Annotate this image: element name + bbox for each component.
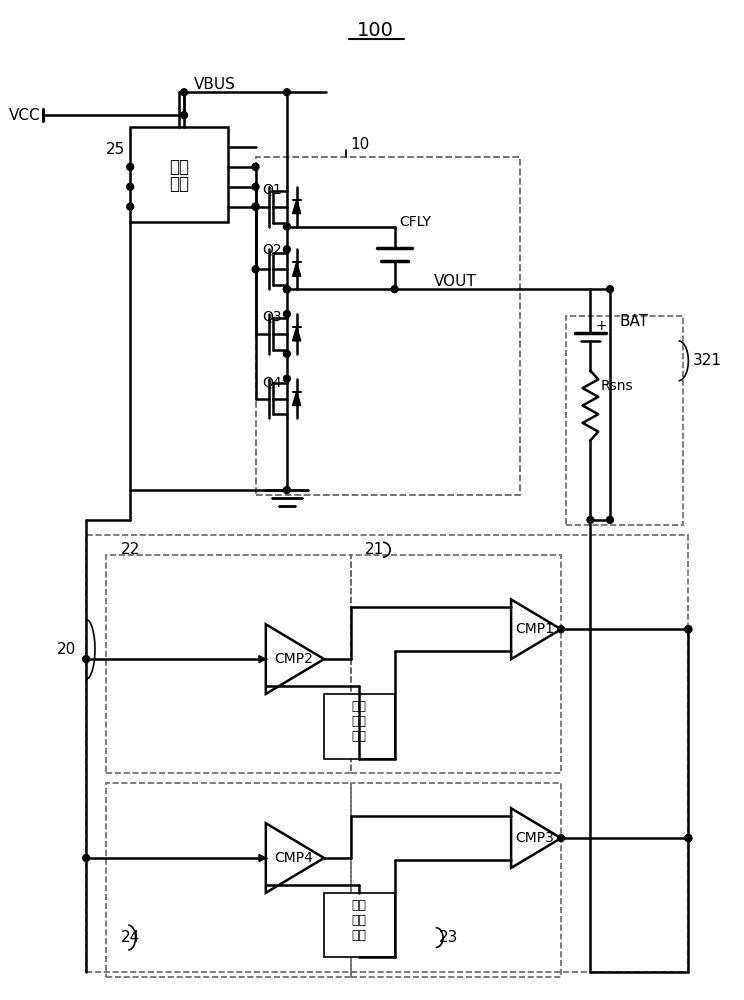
Circle shape bbox=[283, 223, 290, 230]
Text: CMP2: CMP2 bbox=[275, 652, 313, 666]
Circle shape bbox=[606, 286, 614, 293]
Bar bbox=[566, 316, 684, 525]
Bar bbox=[324, 694, 394, 759]
Text: CMP1: CMP1 bbox=[516, 622, 554, 636]
Text: Rsns: Rsns bbox=[600, 379, 633, 393]
Circle shape bbox=[685, 626, 692, 633]
Circle shape bbox=[283, 286, 290, 293]
Text: 24: 24 bbox=[121, 930, 140, 945]
Text: BAT: BAT bbox=[620, 314, 649, 328]
Text: Q3: Q3 bbox=[263, 309, 282, 323]
Circle shape bbox=[126, 163, 134, 170]
Text: 23: 23 bbox=[439, 930, 458, 945]
Text: 20: 20 bbox=[57, 642, 77, 657]
Polygon shape bbox=[292, 262, 301, 276]
Circle shape bbox=[283, 89, 290, 96]
Circle shape bbox=[557, 626, 565, 633]
Text: 21: 21 bbox=[365, 542, 385, 557]
Text: CFLY: CFLY bbox=[400, 215, 432, 229]
Polygon shape bbox=[292, 392, 301, 406]
Circle shape bbox=[283, 375, 290, 382]
Text: VCC: VCC bbox=[8, 108, 40, 123]
Text: 基准: 基准 bbox=[352, 715, 367, 728]
Circle shape bbox=[685, 835, 692, 842]
Text: 单元: 单元 bbox=[169, 175, 189, 193]
Circle shape bbox=[252, 203, 259, 210]
Text: 10: 10 bbox=[350, 137, 370, 152]
Circle shape bbox=[283, 311, 290, 318]
Text: VOUT: VOUT bbox=[434, 274, 476, 289]
Bar bbox=[350, 783, 561, 977]
Polygon shape bbox=[292, 327, 301, 341]
Circle shape bbox=[391, 286, 398, 293]
Text: 25: 25 bbox=[106, 142, 125, 157]
Text: 第二: 第二 bbox=[352, 899, 367, 912]
Bar bbox=[86, 535, 688, 972]
Circle shape bbox=[83, 656, 89, 663]
Bar bbox=[255, 157, 520, 495]
Text: 基准: 基准 bbox=[352, 914, 367, 927]
Circle shape bbox=[557, 835, 565, 842]
Circle shape bbox=[181, 112, 187, 119]
Circle shape bbox=[252, 266, 259, 273]
Bar bbox=[350, 555, 561, 773]
Circle shape bbox=[252, 163, 259, 170]
Text: 电压: 电压 bbox=[352, 929, 367, 942]
Text: 22: 22 bbox=[121, 542, 140, 557]
Circle shape bbox=[283, 487, 290, 494]
Circle shape bbox=[587, 516, 594, 523]
Circle shape bbox=[283, 246, 290, 253]
Circle shape bbox=[252, 183, 259, 190]
Text: 321: 321 bbox=[693, 353, 722, 368]
Circle shape bbox=[181, 89, 187, 96]
Polygon shape bbox=[259, 656, 266, 663]
Text: Q2: Q2 bbox=[263, 242, 282, 256]
Text: Q1: Q1 bbox=[263, 183, 282, 197]
Polygon shape bbox=[292, 200, 301, 214]
Circle shape bbox=[83, 855, 89, 861]
Circle shape bbox=[685, 835, 692, 842]
Text: +: + bbox=[595, 319, 607, 333]
Circle shape bbox=[606, 516, 614, 523]
Text: 控制: 控制 bbox=[169, 158, 189, 176]
Circle shape bbox=[126, 203, 134, 210]
Text: Q4: Q4 bbox=[263, 376, 282, 390]
Circle shape bbox=[283, 350, 290, 357]
Circle shape bbox=[283, 286, 290, 293]
Text: 100: 100 bbox=[356, 21, 394, 40]
Circle shape bbox=[685, 626, 692, 633]
Text: CMP3: CMP3 bbox=[516, 831, 554, 845]
Bar bbox=[106, 555, 350, 773]
Text: 电压: 电压 bbox=[352, 730, 367, 743]
Circle shape bbox=[126, 183, 134, 190]
Bar bbox=[324, 893, 394, 957]
Circle shape bbox=[252, 203, 259, 210]
Polygon shape bbox=[259, 855, 266, 861]
Bar bbox=[106, 783, 350, 977]
Text: CMP4: CMP4 bbox=[275, 851, 313, 865]
Text: 第一: 第一 bbox=[352, 700, 367, 713]
Text: VBUS: VBUS bbox=[194, 77, 236, 92]
Bar bbox=[130, 127, 228, 222]
